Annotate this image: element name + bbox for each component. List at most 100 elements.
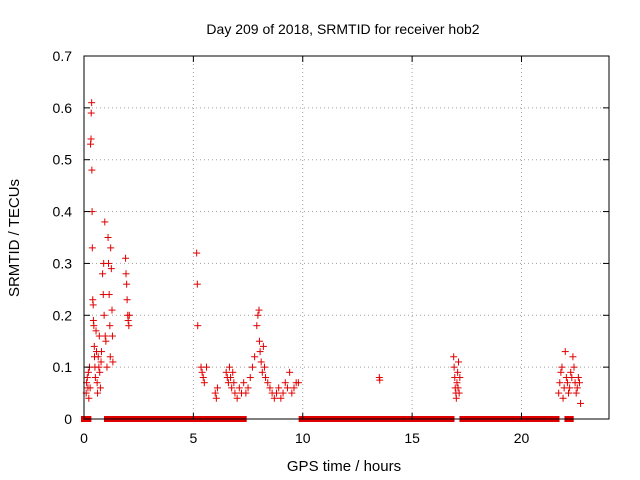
data-point — [565, 389, 573, 397]
y-tick-label: 0.5 — [53, 152, 73, 168]
data-point — [575, 379, 583, 387]
data-point — [105, 259, 112, 267]
data-point — [273, 389, 280, 397]
data-point — [90, 322, 98, 330]
y-tick-label: 0.4 — [53, 204, 73, 220]
y-tick-label: 0.2 — [53, 307, 73, 323]
data-point — [288, 389, 296, 397]
data-point — [258, 368, 266, 376]
data-point — [92, 327, 100, 335]
data-point — [122, 270, 130, 278]
data-point — [99, 270, 107, 278]
data-point — [95, 332, 103, 340]
data-point — [97, 358, 105, 366]
y-tick-label: 0.3 — [53, 255, 73, 271]
data-point — [456, 374, 464, 382]
data-point — [557, 368, 565, 376]
data-point — [260, 363, 268, 371]
data-point — [569, 353, 577, 361]
data-point — [242, 389, 250, 397]
data-point — [193, 280, 201, 288]
data-point — [212, 394, 220, 402]
data-point — [573, 384, 581, 392]
data-point — [566, 384, 574, 392]
data-point — [281, 379, 289, 387]
data-point — [253, 322, 261, 330]
data-point — [577, 399, 585, 407]
data-point — [255, 306, 263, 314]
data-point — [106, 353, 114, 361]
data-point — [108, 306, 116, 314]
data-point — [259, 342, 267, 350]
data-point — [567, 368, 575, 376]
data-point — [233, 394, 241, 402]
data-point — [98, 348, 105, 356]
y-tick-label: 0.7 — [53, 48, 73, 64]
data-point — [94, 353, 102, 361]
data-point — [125, 322, 133, 330]
data-point — [230, 379, 238, 387]
data-point — [88, 166, 96, 174]
data-point — [248, 363, 256, 371]
y-axis-label: SRMTID / TECUs — [6, 179, 23, 297]
data-point — [264, 379, 272, 387]
data-point — [211, 389, 219, 397]
data-point — [106, 322, 114, 330]
data-point — [294, 379, 302, 387]
data-point — [244, 384, 252, 392]
data-point — [123, 280, 131, 288]
data-point — [246, 374, 254, 382]
data-point — [555, 389, 563, 397]
data-point — [86, 384, 94, 392]
data-point — [96, 368, 104, 376]
data-point — [570, 363, 578, 371]
y-axis-ticks: 0 0.1 0.2 0.3 0.4 0.5 0.6 0.7 — [53, 48, 609, 427]
data-point — [198, 368, 206, 376]
data-point — [251, 353, 259, 361]
data-point — [279, 389, 287, 397]
data-point — [275, 384, 283, 392]
data-point — [102, 337, 110, 345]
data-point — [99, 291, 107, 299]
data-point — [450, 363, 458, 371]
data-point — [256, 348, 264, 356]
x-axis-label: GPS time / hours — [287, 458, 401, 475]
data-point — [453, 379, 461, 387]
data-point — [455, 358, 462, 366]
data-point — [257, 358, 265, 366]
data-point — [104, 234, 112, 241]
data-point — [574, 374, 582, 382]
data-point — [85, 394, 93, 402]
x-axis-ticks: 0 5 10 15 20 — [80, 56, 529, 446]
data-point — [101, 218, 109, 226]
data-point — [95, 363, 103, 371]
data-point — [561, 348, 569, 356]
data-point — [109, 358, 117, 366]
data-point — [101, 332, 109, 340]
y-tick-label: 0 — [64, 411, 72, 427]
data-point — [556, 379, 564, 387]
data-point — [199, 374, 207, 382]
data-point — [84, 368, 92, 376]
y-tick-label: 0.6 — [53, 100, 73, 116]
data-point — [91, 374, 99, 382]
data-point — [452, 394, 460, 402]
grid-lines — [84, 56, 609, 419]
data-point — [455, 389, 463, 397]
data-point — [572, 389, 580, 397]
data-point — [125, 311, 133, 319]
data-point — [213, 384, 221, 392]
data-point — [89, 301, 97, 309]
data-point — [559, 394, 567, 402]
data-point — [240, 379, 248, 387]
data-point — [254, 311, 262, 319]
data-point — [200, 379, 208, 387]
data-point — [96, 384, 104, 392]
data-point — [270, 394, 278, 402]
data-point — [228, 384, 236, 392]
x-tick-label: 5 — [189, 430, 197, 446]
x-tick-label: 0 — [80, 430, 88, 446]
data-point — [277, 394, 285, 402]
data-point — [87, 109, 95, 117]
